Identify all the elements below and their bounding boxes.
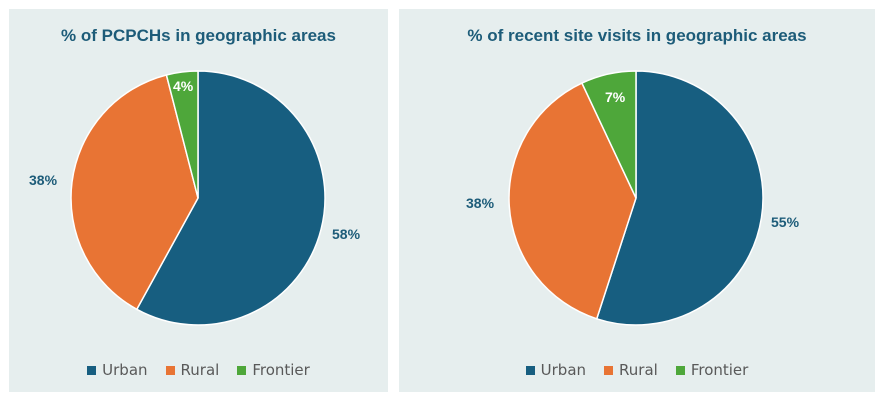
pie-slice-rural [508, 82, 637, 320]
legend-item-rural: Rural [604, 361, 658, 379]
pie-slice-frontier [165, 70, 199, 199]
pie-slice-frontier [580, 70, 637, 199]
frontier-swatch-icon [675, 365, 685, 375]
pie-slice-urban [135, 70, 326, 326]
chart-panel-site-visits: % of recent site visits in geographic ar… [399, 9, 875, 392]
pie-chart [508, 70, 764, 326]
legend-item-urban: Urban [87, 361, 148, 379]
urban-value-label: 58% [332, 226, 361, 242]
pie-slice-rural [70, 74, 199, 311]
legend-item-frontier: Frontier [237, 361, 310, 379]
legend: Urban Rural Frontier [9, 361, 388, 379]
chart-panel-pcpch: % of PCPCHs in geographic areas 58% 38% … [9, 9, 388, 392]
frontier-value-label: 7% [605, 89, 626, 105]
urban-swatch-icon [525, 365, 535, 375]
chart-title: % of PCPCHs in geographic areas [61, 26, 336, 45]
legend-item-urban: Urban [525, 361, 586, 379]
frontier-swatch-icon [237, 365, 247, 375]
legend: Urban Rural Frontier [399, 361, 875, 379]
legend-item-frontier: Frontier [675, 361, 748, 379]
frontier-value-label: 4% [173, 78, 194, 94]
chart-title: % of recent site visits in geographic ar… [467, 26, 807, 45]
rural-swatch-icon [604, 365, 614, 375]
legend-item-rural: Rural [165, 361, 219, 379]
pie-slice-urban [595, 70, 764, 326]
rural-value-label: 38% [466, 195, 495, 211]
rural-swatch-icon [165, 365, 175, 375]
urban-value-label: 55% [771, 214, 800, 230]
pie-chart [70, 70, 326, 326]
rural-value-label: 38% [29, 172, 58, 188]
urban-swatch-icon [87, 365, 97, 375]
